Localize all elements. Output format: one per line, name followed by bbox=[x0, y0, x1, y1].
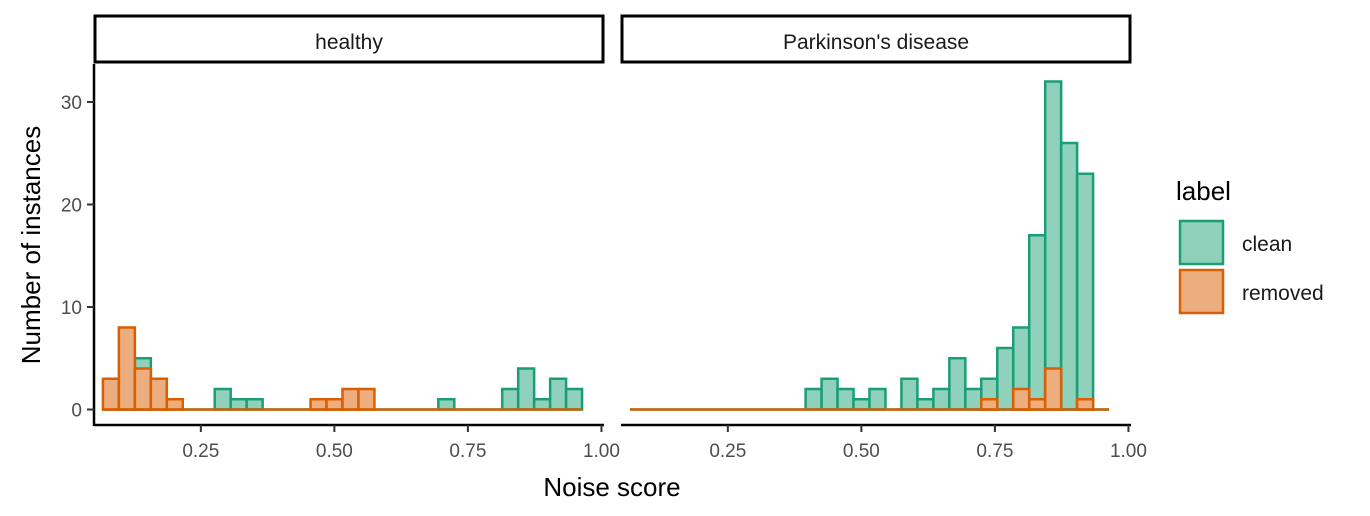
legend: label clean removed bbox=[1176, 176, 1324, 315]
bar-clean bbox=[437, 398, 456, 411]
bar-clean bbox=[245, 398, 264, 411]
series-removed-facet-1 bbox=[629, 367, 1110, 411]
bar-removed bbox=[165, 398, 185, 411]
x-tick-label: 0.50 bbox=[316, 441, 353, 462]
bar-clean bbox=[900, 377, 919, 411]
bar-clean bbox=[996, 346, 1015, 411]
bar-clean bbox=[868, 387, 887, 411]
legend-label-clean: clean bbox=[1242, 233, 1292, 256]
facet-strip-0 bbox=[93, 14, 605, 64]
bar-clean bbox=[1043, 80, 1063, 411]
bar-removed bbox=[133, 367, 153, 411]
bar-clean bbox=[916, 398, 935, 411]
bar-clean bbox=[820, 377, 839, 411]
bar-removed bbox=[309, 398, 328, 411]
bar-clean bbox=[852, 398, 871, 411]
bar-clean bbox=[532, 398, 552, 411]
bar-clean bbox=[1027, 234, 1047, 411]
facet-panel-0: healthy bbox=[93, 14, 605, 411]
facet-strip-1 bbox=[620, 14, 1132, 64]
legend-key-clean bbox=[1178, 219, 1225, 266]
bar-clean bbox=[564, 387, 584, 411]
x-tick-label: 0.75 bbox=[976, 441, 1013, 462]
bar-removed bbox=[101, 377, 121, 411]
x-axis-title: Noise score bbox=[543, 472, 680, 502]
y-tick-label: 30 bbox=[61, 93, 82, 114]
legend-label-removed: removed bbox=[1242, 282, 1324, 305]
bar-removed bbox=[1011, 387, 1031, 411]
facet-panel-1: Parkinson's disease bbox=[620, 14, 1132, 411]
bar-clean bbox=[229, 398, 248, 411]
y-tick-label: 0 bbox=[71, 401, 82, 422]
y-tick-label: 20 bbox=[61, 196, 82, 217]
y-tick-label: 10 bbox=[61, 298, 82, 319]
bar-removed bbox=[341, 387, 360, 411]
bar-clean bbox=[548, 377, 568, 411]
y-axis-title: Number of instances bbox=[16, 126, 46, 364]
bar-removed bbox=[1027, 398, 1047, 411]
series-removed-facet-0 bbox=[101, 326, 583, 411]
bar-clean bbox=[516, 367, 536, 411]
bar-clean bbox=[1075, 172, 1095, 411]
bar-clean bbox=[500, 387, 520, 411]
bar-clean bbox=[964, 387, 983, 411]
bar-removed bbox=[149, 377, 169, 411]
bar-clean bbox=[1059, 141, 1079, 411]
bar-removed bbox=[1043, 367, 1063, 411]
bar-clean bbox=[836, 387, 855, 411]
x-tick-label: 0.50 bbox=[843, 441, 880, 462]
bar-clean bbox=[804, 387, 823, 411]
x-tick-label: 0.25 bbox=[709, 441, 746, 462]
x-tick-label: 1.00 bbox=[1110, 441, 1147, 462]
bar-clean bbox=[948, 357, 967, 411]
bar-removed bbox=[117, 326, 137, 411]
x-tick-label: 1.00 bbox=[583, 441, 620, 462]
bar-removed bbox=[357, 387, 376, 411]
bar-removed bbox=[980, 398, 999, 411]
legend-title: label bbox=[1176, 176, 1231, 206]
bar-removed bbox=[325, 398, 344, 411]
facet-title-1: Parkinson's disease bbox=[783, 31, 969, 54]
series-clean-facet-1 bbox=[629, 80, 1110, 411]
x-tick-label: 0.75 bbox=[449, 441, 486, 462]
x-tick-label: 0.25 bbox=[182, 441, 219, 462]
bar-removed bbox=[1075, 398, 1095, 411]
bar-clean bbox=[932, 387, 951, 411]
facet-title-0: healthy bbox=[315, 31, 383, 54]
legend-key-removed bbox=[1178, 268, 1225, 315]
bar-clean bbox=[213, 387, 232, 411]
